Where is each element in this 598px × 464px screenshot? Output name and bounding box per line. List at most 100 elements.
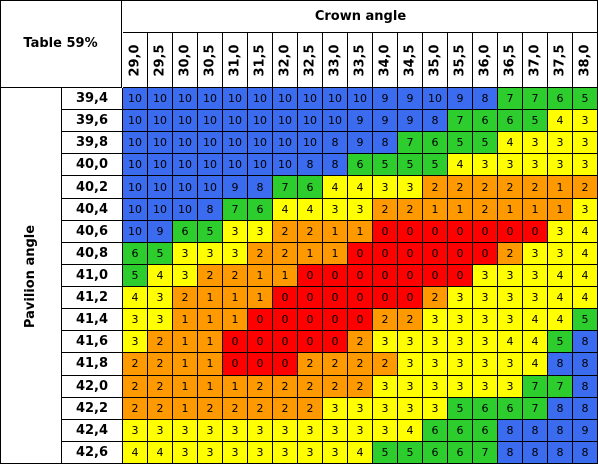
score-cell: 8 — [373, 132, 398, 155]
score-cell: 10 — [148, 198, 173, 221]
score-cell: 8 — [573, 331, 598, 354]
score-cell: 2 — [148, 331, 173, 354]
score-cell: 3 — [173, 441, 198, 464]
score-cell: 1 — [548, 198, 573, 221]
score-cell: 4 — [548, 110, 573, 133]
score-cell: 3 — [523, 287, 548, 310]
score-cell: 10 — [173, 198, 198, 221]
score-cell: 8 — [298, 154, 323, 177]
score-cell: 0 — [323, 264, 348, 288]
score-cell: 3 — [223, 242, 248, 265]
crown-angle-column-label: 33,0 — [323, 33, 348, 88]
score-cell: 3 — [198, 419, 223, 442]
score-cell: 3 — [323, 397, 348, 420]
score-cell: 3 — [473, 375, 498, 398]
score-cell: 0 — [248, 309, 273, 332]
score-cell: 3 — [448, 309, 473, 332]
score-cell: 0 — [248, 353, 273, 376]
score-cell: 6 — [348, 154, 373, 177]
score-cell: 10 — [223, 132, 248, 155]
crown-angle-tick: 34,5 — [402, 43, 418, 77]
score-cell: 10 — [148, 110, 173, 133]
score-cell: 8 — [323, 132, 348, 155]
score-cell: 3 — [498, 375, 523, 398]
score-cell: 0 — [323, 287, 348, 310]
score-cell: 6 — [473, 110, 498, 133]
score-cell: 2 — [498, 176, 523, 199]
score-cell: 2 — [248, 397, 273, 420]
score-cell: 2 — [223, 264, 248, 288]
crown-angle-tick: 37,5 — [552, 43, 568, 77]
score-cell: 2 — [398, 309, 423, 332]
score-cell: 6 — [448, 419, 473, 442]
score-cell: 0 — [423, 242, 448, 265]
score-cell: 3 — [448, 375, 473, 398]
pavilion-angle-row-label: 41,4 — [62, 309, 123, 332]
score-cell: 4 — [123, 441, 148, 464]
score-cell: 2 — [448, 176, 473, 199]
crown-angle-tick: 35,0 — [427, 43, 443, 77]
score-cell: 1 — [198, 331, 223, 354]
crown-angle-column-label: 35,0 — [423, 33, 448, 88]
score-cell: 3 — [573, 132, 598, 155]
score-cell: 3 — [373, 331, 398, 354]
score-cell: 7 — [523, 375, 548, 398]
score-cell: 10 — [123, 88, 148, 111]
score-cell: 6 — [498, 397, 523, 420]
score-cell: 4 — [448, 154, 473, 177]
score-cell: 2 — [123, 353, 148, 376]
score-cell: 0 — [398, 287, 423, 310]
score-cell: 3 — [298, 441, 323, 464]
pavilion-angle-row-label: 39,6 — [62, 110, 123, 133]
score-cell: 2 — [398, 198, 423, 221]
score-cell: 10 — [298, 88, 323, 111]
score-cell: 2 — [298, 220, 323, 243]
score-cell: 0 — [448, 264, 473, 288]
score-cell: 2 — [198, 264, 223, 288]
crown-angle-column-label: 36,5 — [498, 33, 523, 88]
score-cell: 10 — [173, 176, 198, 199]
score-cell: 10 — [123, 110, 148, 133]
score-cell: 10 — [248, 132, 273, 155]
score-cell: 8 — [498, 441, 523, 464]
score-cell: 1 — [198, 287, 223, 310]
pavilion-angle-row-label: 40,6 — [62, 220, 123, 243]
score-cell: 1 — [223, 287, 248, 310]
score-cell: 5 — [548, 331, 573, 354]
score-cell: 7 — [223, 198, 248, 221]
score-cell: 8 — [573, 397, 598, 420]
crown-angle-tick: 31,0 — [227, 43, 243, 77]
score-cell: 3 — [248, 419, 273, 442]
score-cell: 0 — [323, 309, 348, 332]
score-cell: 5 — [523, 110, 548, 133]
score-cell: 0 — [298, 331, 323, 354]
score-cell: 1 — [173, 309, 198, 332]
score-cell: 1 — [223, 375, 248, 398]
pavilion-angle-row-label: 40,8 — [62, 242, 123, 265]
score-cell: 10 — [148, 88, 173, 111]
score-cell: 5 — [573, 88, 598, 111]
pavilion-angle-row-label: 41,2 — [62, 287, 123, 310]
score-cell: 6 — [123, 242, 148, 265]
score-cell: 10 — [248, 88, 273, 111]
score-cell: 4 — [573, 220, 598, 243]
score-cell: 6 — [448, 441, 473, 464]
score-cell: 3 — [498, 309, 523, 332]
score-cell: 7 — [273, 176, 298, 199]
score-cell: 1 — [423, 198, 448, 221]
score-cell: 3 — [423, 331, 448, 354]
score-cell: 6 — [423, 419, 448, 442]
score-cell: 0 — [398, 242, 423, 265]
score-cell: 0 — [498, 220, 523, 243]
score-cell: 2 — [298, 375, 323, 398]
score-cell: 0 — [448, 220, 473, 243]
score-cell: 9 — [348, 132, 373, 155]
score-cell: 3 — [448, 287, 473, 310]
score-cell: 0 — [473, 242, 498, 265]
pavilion-angle-row-label: 40,2 — [62, 176, 123, 199]
score-cell: 6 — [548, 88, 573, 111]
score-cell: 2 — [348, 353, 373, 376]
score-cell: 3 — [573, 154, 598, 177]
score-cell: 3 — [148, 287, 173, 310]
score-cell: 4 — [548, 264, 573, 288]
